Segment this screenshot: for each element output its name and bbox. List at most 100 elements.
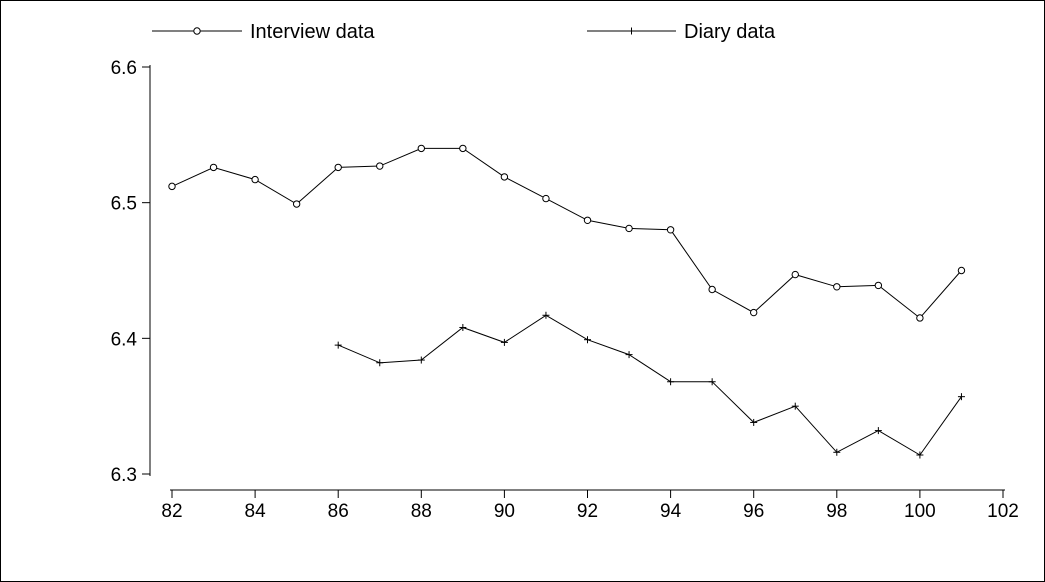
series-layer — [168, 144, 966, 459]
plus-marker — [957, 393, 965, 401]
circle-marker — [500, 173, 509, 181]
circle-marker — [791, 270, 799, 279]
data-point — [708, 378, 716, 386]
plus-marker — [417, 356, 425, 364]
data-point — [584, 336, 591, 344]
data-point — [209, 163, 218, 172]
data-point — [376, 359, 384, 367]
data-point — [666, 226, 675, 234]
data-point — [916, 451, 924, 459]
data-point — [750, 308, 758, 317]
data-point — [667, 378, 675, 386]
circle-marker — [168, 182, 176, 191]
circle-marker — [666, 226, 675, 234]
data-point — [833, 283, 841, 291]
data-point — [708, 285, 716, 294]
axes: 6.3 6.4 6.5 6.6 82 84 86 88 90 92 94 96 98 100 102 — [111, 58, 1019, 522]
data-point — [459, 144, 467, 153]
circle-marker — [957, 266, 966, 275]
plus-marker — [667, 378, 675, 386]
data-point — [791, 270, 799, 279]
legend-label: Interview data — [250, 21, 375, 43]
x-tick-label: 102 — [987, 501, 1019, 522]
data-point — [833, 448, 841, 456]
plus-marker — [459, 323, 467, 331]
circle-marker — [292, 200, 301, 208]
data-point — [583, 216, 592, 225]
data-point — [957, 393, 965, 401]
series-diary-data — [334, 311, 965, 459]
circle-marker — [251, 175, 259, 184]
legend: Interview data Diary data — [152, 21, 776, 43]
data-point — [292, 200, 301, 208]
legend-item: Interview data — [152, 21, 375, 43]
plus-marker — [542, 311, 550, 319]
y-tick-label: 6.3 — [111, 465, 137, 486]
x-tick-label: 86 — [328, 501, 349, 522]
circle-marker — [459, 144, 467, 153]
legend-item: Diary data — [587, 21, 776, 43]
circle-marker — [625, 224, 633, 233]
circle-marker — [417, 144, 425, 153]
plus-marker — [376, 359, 384, 367]
x-tick-label: 88 — [411, 501, 432, 522]
legend-label: Diary data — [684, 21, 776, 43]
data-point — [376, 162, 384, 170]
data-point — [417, 144, 425, 153]
y-tick-label: 6.5 — [111, 194, 137, 215]
series-interview-data — [168, 144, 966, 322]
y-tick-label: 6.4 — [111, 329, 138, 350]
x-tick-label: 96 — [743, 501, 764, 522]
data-point — [791, 402, 799, 410]
data-point — [500, 173, 509, 181]
data-point — [874, 281, 883, 290]
y-tick-label: 6.6 — [111, 58, 137, 79]
circle-marker — [542, 194, 550, 203]
x-tick-label: 94 — [660, 501, 682, 522]
x-tick-label: 82 — [161, 501, 182, 522]
circle-marker — [334, 163, 342, 172]
plus-marker — [874, 427, 882, 435]
plus-marker — [500, 338, 508, 346]
circle-marker — [874, 281, 883, 290]
data-point — [500, 338, 508, 346]
plus-marker — [916, 451, 924, 459]
x-tick-label: 100 — [904, 501, 936, 522]
data-point — [459, 323, 467, 331]
circle-marker — [376, 162, 384, 170]
data-point — [542, 194, 550, 203]
series-line-interview-data — [171, 147, 962, 319]
x-tick-label: 90 — [494, 501, 515, 522]
data-point — [625, 224, 633, 233]
data-point — [251, 175, 259, 184]
data-point — [542, 311, 550, 319]
circle-marker — [193, 27, 201, 35]
plus-marker — [334, 341, 342, 349]
plus-marker — [750, 418, 758, 426]
circle-marker — [708, 285, 716, 294]
data-point — [168, 182, 176, 191]
plus-marker — [833, 448, 841, 456]
plus-marker — [628, 27, 635, 35]
circle-marker — [750, 308, 758, 317]
data-point — [957, 266, 966, 275]
x-tick-label: 98 — [826, 501, 847, 522]
circle-marker — [583, 216, 592, 225]
data-point — [334, 163, 342, 172]
plus-marker — [584, 336, 591, 344]
circle-marker — [833, 283, 841, 291]
data-point — [874, 427, 882, 435]
x-tick-label: 92 — [577, 501, 598, 522]
plus-marker — [791, 402, 799, 410]
data-point — [916, 314, 924, 322]
circle-marker — [209, 163, 218, 172]
data-point — [625, 351, 633, 359]
series-line-diary-data — [338, 314, 962, 456]
data-point — [334, 341, 342, 349]
plus-marker — [708, 378, 716, 386]
x-tick-label: 84 — [245, 501, 267, 522]
data-point — [417, 356, 425, 364]
circle-marker — [916, 314, 924, 322]
